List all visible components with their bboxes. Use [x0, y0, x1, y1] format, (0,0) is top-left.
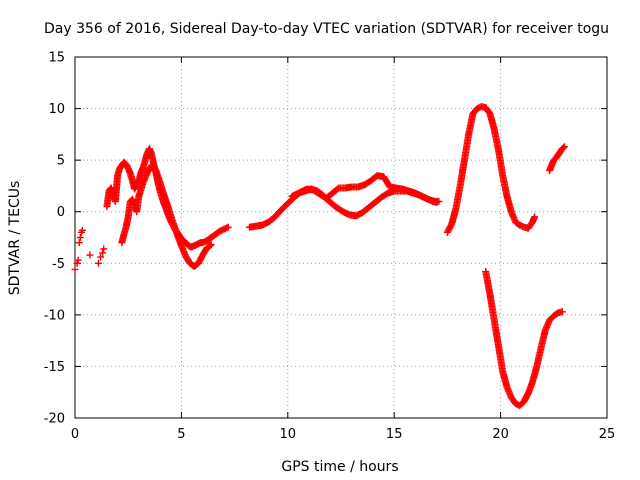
series-midday-upper — [245, 172, 443, 231]
grid-lines — [75, 57, 607, 418]
data-point — [207, 241, 215, 249]
y-tick-label: -5 — [52, 257, 65, 272]
x-tick-label: 5 — [177, 427, 185, 442]
series-late — [546, 143, 568, 174]
data-point — [560, 143, 568, 151]
data-point — [100, 245, 108, 253]
series-morning-1 — [103, 145, 232, 251]
data-point — [99, 249, 107, 257]
y-axis-label: SDTVAR / TECUs — [7, 181, 23, 296]
y-tick-label: -15 — [44, 360, 65, 375]
data-point — [73, 259, 81, 267]
data-point — [531, 213, 539, 221]
axis-ticks: 0 5 10 15 20 25 -20 -15 -10 -5 0 5 10 15 — [44, 51, 616, 443]
data-point — [78, 226, 86, 234]
series-early-scatter — [71, 226, 108, 273]
x-tick-label: 25 — [599, 427, 616, 442]
data-point — [558, 308, 566, 316]
x-tick-label: 15 — [386, 427, 403, 442]
data-point — [559, 144, 567, 152]
series-morning-2 — [118, 161, 215, 270]
data-point — [224, 223, 232, 231]
data-point — [97, 253, 105, 261]
data-point — [76, 234, 84, 241]
x-tick-label: 10 — [280, 427, 297, 442]
y-tick-label: -10 — [44, 308, 65, 323]
series-evening-lower — [482, 268, 566, 410]
x-axis-label: GPS time / hours — [281, 459, 398, 475]
data-point — [206, 241, 214, 249]
series-midday-lower — [288, 185, 441, 220]
data-point — [433, 198, 441, 206]
y-tick-label: 15 — [48, 51, 65, 66]
y-tick-label: 0 — [57, 205, 65, 220]
data-point — [71, 265, 79, 273]
chart-title: Day 356 of 2016, Sidereal Day-to-day VTE… — [44, 21, 609, 37]
data-point — [94, 259, 102, 267]
data-point — [74, 256, 82, 264]
y-tick-label: 5 — [57, 154, 65, 169]
series-evening-upper — [443, 103, 539, 236]
plot-frame — [74, 56, 608, 419]
data-points — [71, 103, 568, 410]
data-point — [86, 251, 94, 259]
x-tick-label: 20 — [492, 427, 509, 442]
y-tick-label: 10 — [48, 102, 65, 117]
x-tick-label: 0 — [71, 427, 79, 442]
y-tick-label: -20 — [44, 412, 65, 427]
data-point — [75, 239, 83, 247]
